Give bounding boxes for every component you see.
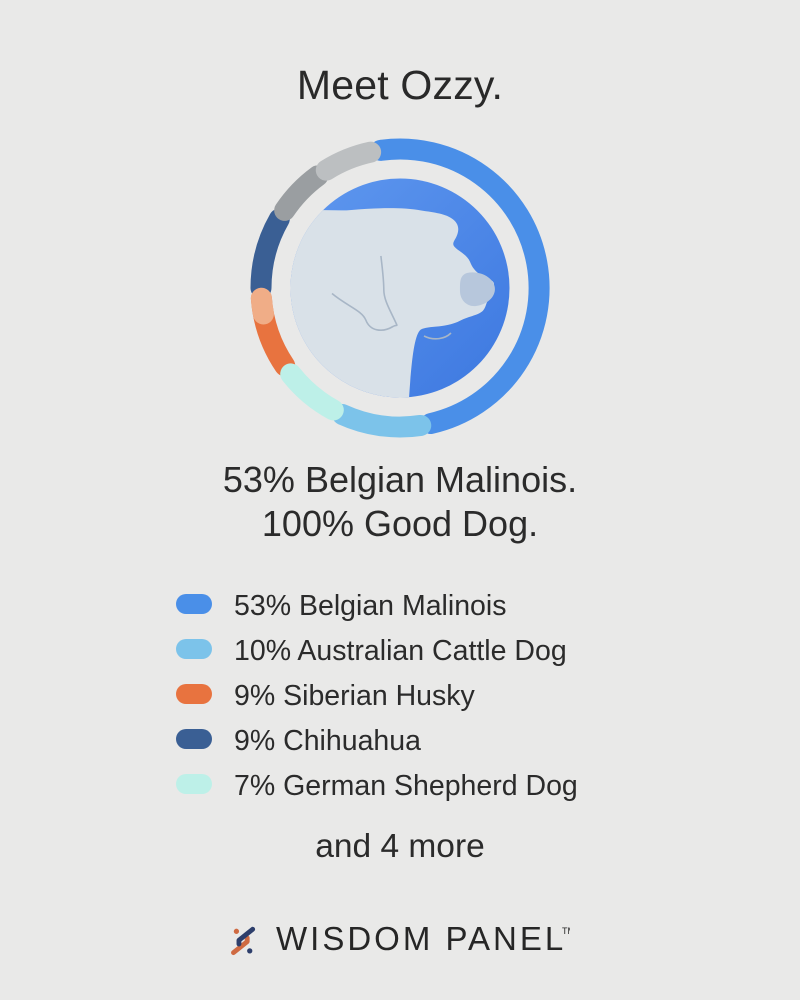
svg-text:WISDOM PANEL: WISDOM PANEL xyxy=(276,920,566,957)
svg-text:TM: TM xyxy=(562,926,570,936)
